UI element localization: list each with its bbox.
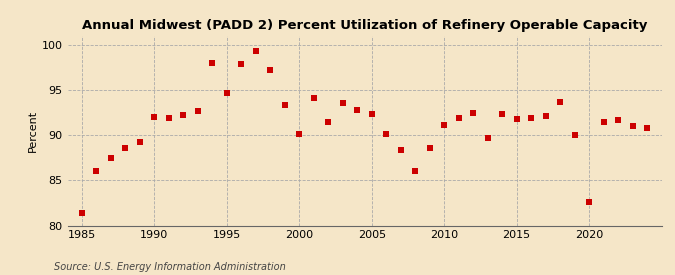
Point	[526, 116, 537, 120]
Point	[569, 133, 580, 137]
Point	[468, 110, 479, 115]
Point	[627, 124, 638, 128]
Y-axis label: Percent: Percent	[28, 109, 38, 152]
Point	[352, 108, 362, 112]
Point	[454, 116, 464, 120]
Point	[265, 68, 275, 72]
Text: Source: U.S. Energy Information Administration: Source: U.S. Energy Information Administ…	[54, 262, 286, 272]
Point	[308, 96, 319, 100]
Point	[192, 109, 203, 113]
Point	[178, 113, 189, 117]
Point	[613, 118, 624, 122]
Point	[163, 116, 174, 120]
Point	[338, 100, 348, 105]
Point	[323, 120, 333, 125]
Point	[367, 112, 377, 117]
Point	[598, 120, 609, 125]
Point	[279, 103, 290, 108]
Point	[250, 49, 261, 53]
Point	[540, 114, 551, 118]
Title: Annual Midwest (PADD 2) Percent Utilization of Refinery Operable Capacity: Annual Midwest (PADD 2) Percent Utilizat…	[82, 19, 647, 32]
Point	[105, 156, 116, 160]
Point	[396, 147, 406, 152]
Point	[425, 145, 435, 150]
Point	[91, 169, 102, 174]
Point	[410, 169, 421, 174]
Point	[294, 132, 304, 136]
Point	[221, 90, 232, 95]
Point	[482, 136, 493, 140]
Point	[511, 117, 522, 121]
Point	[555, 100, 566, 104]
Point	[381, 132, 392, 136]
Point	[76, 211, 87, 215]
Point	[497, 112, 508, 117]
Point	[134, 140, 145, 145]
Point	[120, 145, 131, 150]
Point	[584, 200, 595, 204]
Point	[439, 123, 450, 127]
Point	[236, 62, 247, 66]
Point	[149, 115, 160, 119]
Point	[207, 61, 218, 65]
Point	[642, 126, 653, 130]
